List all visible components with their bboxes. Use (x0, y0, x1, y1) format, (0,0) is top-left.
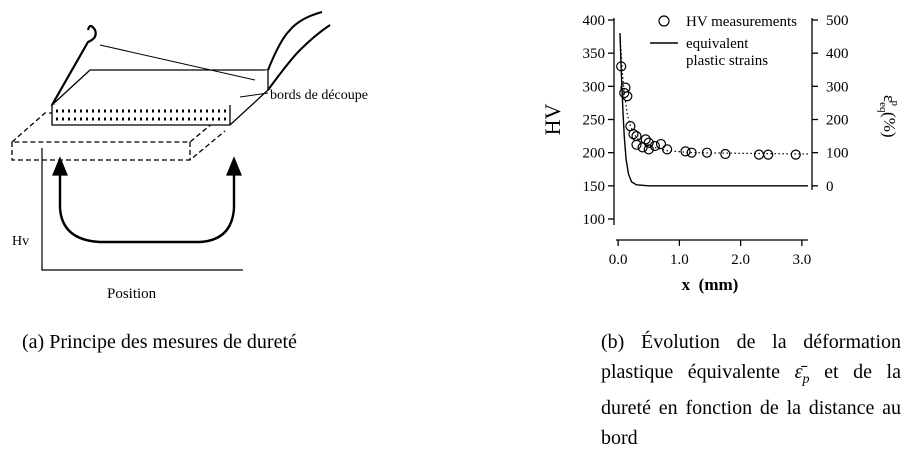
y-axis-label: HV (540, 104, 565, 136)
y-tick-label: 150 (583, 179, 606, 195)
hv-point (655, 138, 667, 150)
y2-tick-label: 200 (826, 113, 849, 129)
y2-tick-label: 400 (826, 46, 849, 62)
hv-point (662, 144, 673, 155)
y2-tick-label: 0 (826, 179, 834, 195)
y-tick-label: 400 (583, 13, 606, 29)
x-tick-label: 2.0 (731, 252, 750, 268)
legend-label: equivalent plastic strains (686, 36, 768, 69)
x-tick-label: 1.0 (670, 252, 689, 268)
legend-label: HV measurements (686, 14, 797, 30)
x-tick-label: 0.0 (609, 252, 628, 268)
y2-label-unit: (%) (880, 112, 899, 137)
hv-point (628, 128, 639, 140)
caption-symbol: ε̄ (794, 360, 803, 383)
hardness-curve (58, 165, 236, 244)
y-tick-label: 250 (583, 113, 606, 129)
edge-label: bords de découpe (270, 88, 368, 103)
hv-point (763, 149, 774, 160)
pointer (239, 92, 269, 98)
legend-marker (658, 15, 670, 27)
dashed-plate (10, 112, 227, 143)
y2-label-sup: p (889, 101, 901, 107)
y2-tick-label: 100 (826, 146, 849, 162)
position-label: Position (107, 286, 157, 302)
dashed-plate-edge (11, 130, 226, 161)
indent-dots (56, 109, 226, 121)
hv-point (643, 144, 654, 155)
caption-b: (b) Évolution de la déformation plastiqu… (601, 328, 901, 453)
y-tick-label: 300 (583, 79, 606, 95)
hv-fit-line (619, 33, 809, 155)
y2-axis-label: εeqp (%) (877, 95, 901, 138)
hardness-label: Hv (12, 234, 29, 249)
y2-tick-label: 500 (826, 13, 849, 29)
x-axis-label: x (mm) (682, 275, 739, 294)
y2-label-symbol: ε (880, 95, 899, 102)
cut-edge-left (51, 24, 97, 106)
caption-a: (a) Principe des mesures de dureté (22, 331, 297, 353)
hv-point (680, 146, 691, 157)
cut-edge-right (267, 11, 331, 91)
diagram (10, 11, 331, 271)
hv-point (753, 149, 765, 160)
x-tick-label: 3.0 (793, 252, 812, 268)
hv-point (619, 87, 630, 99)
pointer (99, 44, 256, 81)
hv-point (790, 149, 801, 160)
hv-point (649, 140, 660, 152)
strain-line (619, 33, 808, 187)
hv-point (631, 139, 642, 150)
y2-tick-label: 300 (826, 79, 849, 95)
caption-text: (b) Évolution de la déformation plastiqu… (601, 331, 901, 383)
caption-text: et de la dureté en fonction de la distan… (601, 360, 901, 449)
y2-label-sub: eq (877, 102, 889, 113)
y-tick-label: 200 (583, 146, 606, 162)
arrows (52, 156, 242, 176)
hv-point (640, 134, 651, 145)
hv-point (720, 148, 731, 160)
axes (41, 148, 243, 271)
y-tick-label: 100 (583, 212, 606, 228)
y-tick-label: 350 (583, 46, 606, 62)
caption-sub: p (802, 371, 810, 387)
